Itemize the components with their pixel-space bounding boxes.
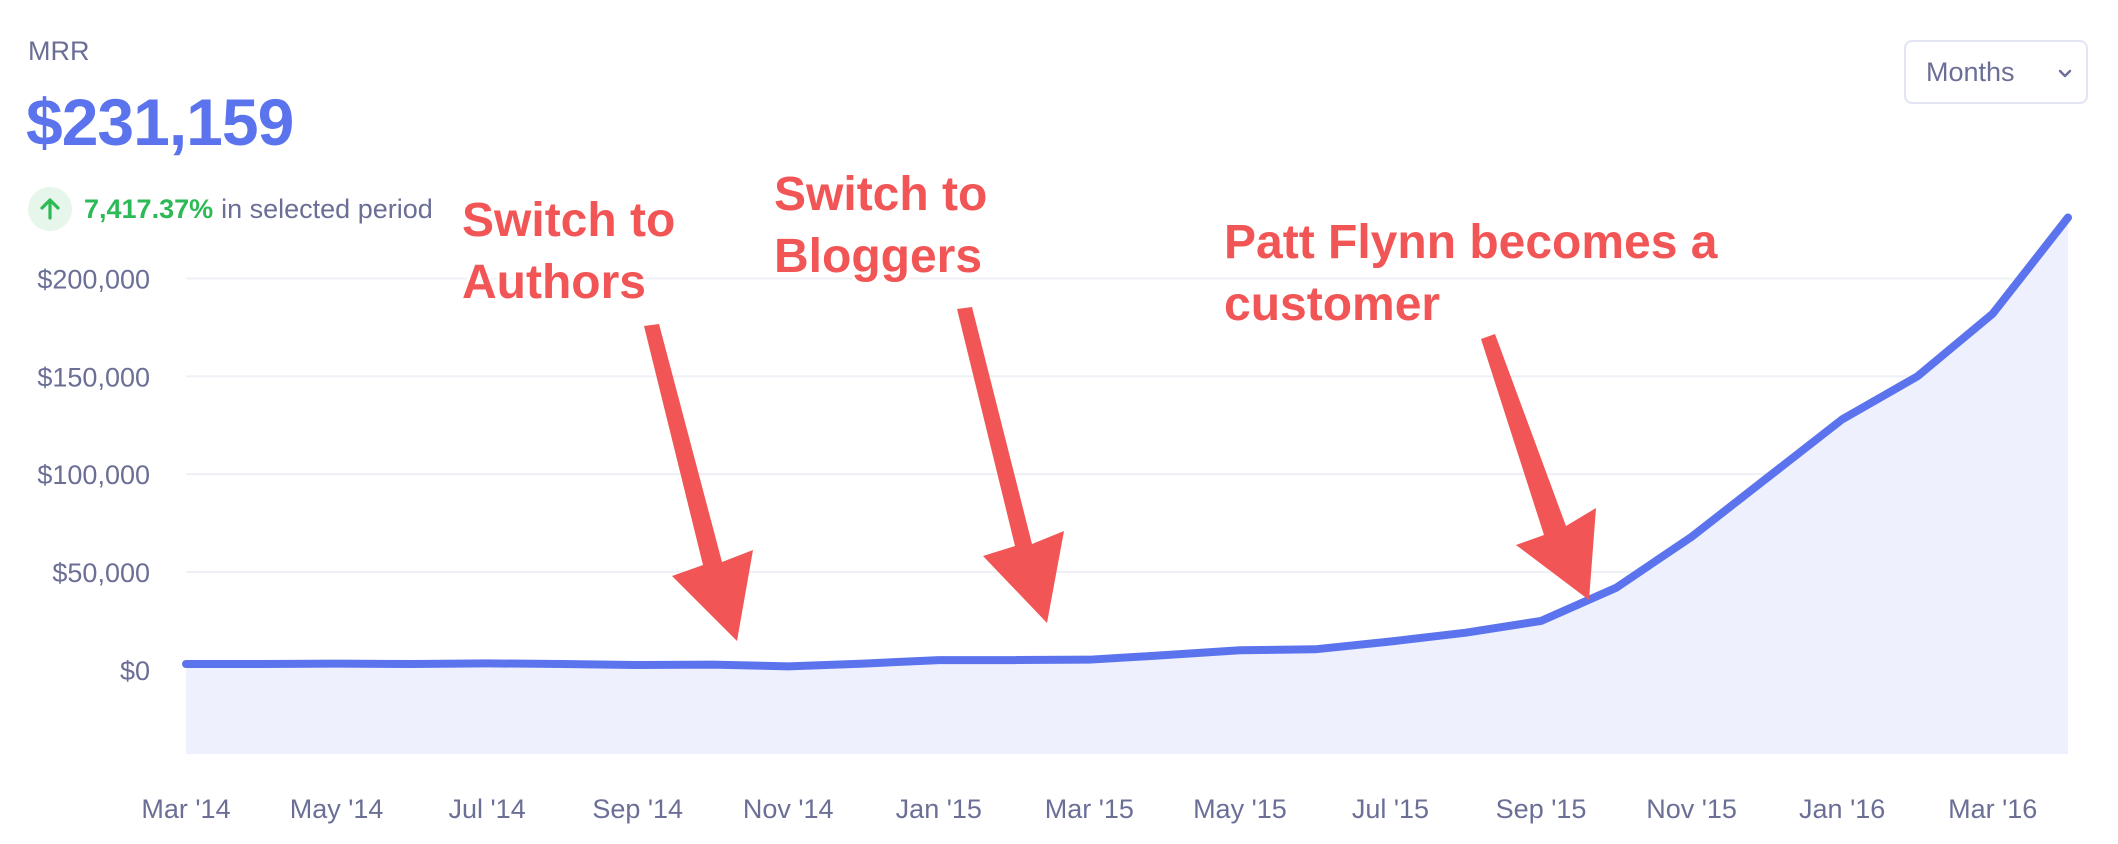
metric-label: MRR bbox=[28, 36, 90, 66]
data-point bbox=[1463, 630, 1469, 636]
data-point bbox=[183, 661, 189, 667]
data-point bbox=[1764, 475, 1770, 481]
data-point bbox=[1237, 647, 1243, 653]
y-tick-label: $150,000 bbox=[37, 362, 150, 392]
annotation-arrow-icon bbox=[644, 324, 753, 641]
data-point bbox=[936, 657, 942, 663]
data-point bbox=[635, 662, 641, 668]
change-percent: 7,417.37% bbox=[84, 193, 214, 224]
data-point bbox=[334, 661, 340, 667]
data-point bbox=[1613, 585, 1619, 591]
metric-value: $231,159 bbox=[26, 85, 294, 159]
data-point bbox=[484, 660, 490, 666]
y-tick-label: $50,000 bbox=[52, 558, 150, 588]
data-point bbox=[1839, 416, 1845, 422]
data-point bbox=[1689, 534, 1695, 540]
x-tick-label: Nov '15 bbox=[1646, 794, 1737, 824]
arrow-up-icon bbox=[28, 187, 72, 231]
data-point bbox=[710, 662, 716, 668]
annotation-arrow-icon bbox=[1481, 334, 1596, 600]
x-tick-label: Sep '14 bbox=[592, 794, 683, 824]
annotation-authors: Switch to Authors bbox=[459, 191, 753, 641]
x-tick-label: Sep '15 bbox=[1496, 794, 1587, 824]
data-point bbox=[409, 661, 415, 667]
data-point bbox=[2065, 215, 2071, 221]
data-point bbox=[258, 661, 264, 667]
annotation-pat-flynn-line-2: customer bbox=[1224, 278, 1440, 331]
x-tick-label: Jan '16 bbox=[1799, 794, 1885, 824]
x-tick-label: Mar '15 bbox=[1045, 794, 1134, 824]
annotation-authors-line-2: Authors bbox=[462, 256, 646, 309]
annotation-pat-flynn: Patt Flynn becomes a customer bbox=[1221, 213, 1721, 600]
series-line bbox=[182, 213, 2072, 671]
x-tick-label: Jan '15 bbox=[896, 794, 982, 824]
x-tick-label: Nov '14 bbox=[743, 794, 834, 824]
annotation-bloggers-line-1: Switch to bbox=[774, 168, 987, 221]
data-point bbox=[1086, 657, 1092, 663]
data-point bbox=[785, 663, 791, 669]
x-tick-label: Jul '14 bbox=[449, 794, 526, 824]
annotation-bloggers: Switch to Bloggers bbox=[771, 165, 1064, 623]
series-area bbox=[186, 217, 2068, 754]
data-point bbox=[861, 661, 867, 667]
y-axis-labels: $0 $50,000 $100,000 $150,000 $200,000 bbox=[37, 264, 150, 685]
y-tick-label: $0 bbox=[120, 656, 150, 686]
data-point bbox=[1162, 652, 1168, 658]
data-point bbox=[1538, 618, 1544, 624]
annotation-pat-flynn-line-1: Patt Flynn becomes a bbox=[1224, 216, 1718, 269]
chart-area-layer bbox=[182, 213, 2072, 754]
data-point bbox=[1387, 638, 1393, 644]
x-tick-label: Mar '16 bbox=[1948, 794, 2037, 824]
y-tick-label: $100,000 bbox=[37, 460, 150, 490]
data-point bbox=[1011, 657, 1017, 663]
x-tick-label: Mar '14 bbox=[141, 794, 230, 824]
y-tick-label: $200,000 bbox=[37, 264, 150, 294]
chevron-down-icon bbox=[2058, 66, 2072, 84]
period-select-value: Months bbox=[1926, 56, 2015, 87]
change-period-text: in selected period bbox=[221, 193, 433, 224]
x-tick-label: May '15 bbox=[1193, 794, 1287, 824]
x-tick-label: Jul '15 bbox=[1352, 794, 1429, 824]
annotation-bloggers-line-2: Bloggers bbox=[774, 230, 982, 283]
annotation-arrow-icon bbox=[957, 307, 1064, 623]
data-point bbox=[1312, 646, 1318, 652]
period-select[interactable]: Months bbox=[1904, 40, 2088, 104]
data-point bbox=[1914, 373, 1920, 379]
x-axis-labels: Mar '14 May '14 Jul '14 Sep '14 Nov '14 Jan '… bbox=[141, 794, 2037, 824]
annotation-authors-line-1: Switch to bbox=[462, 194, 675, 247]
data-point bbox=[559, 661, 565, 667]
change-indicator: 7,417.37% in selected period bbox=[28, 186, 433, 232]
x-tick-label: May '14 bbox=[290, 794, 384, 824]
data-point bbox=[1990, 311, 1996, 317]
